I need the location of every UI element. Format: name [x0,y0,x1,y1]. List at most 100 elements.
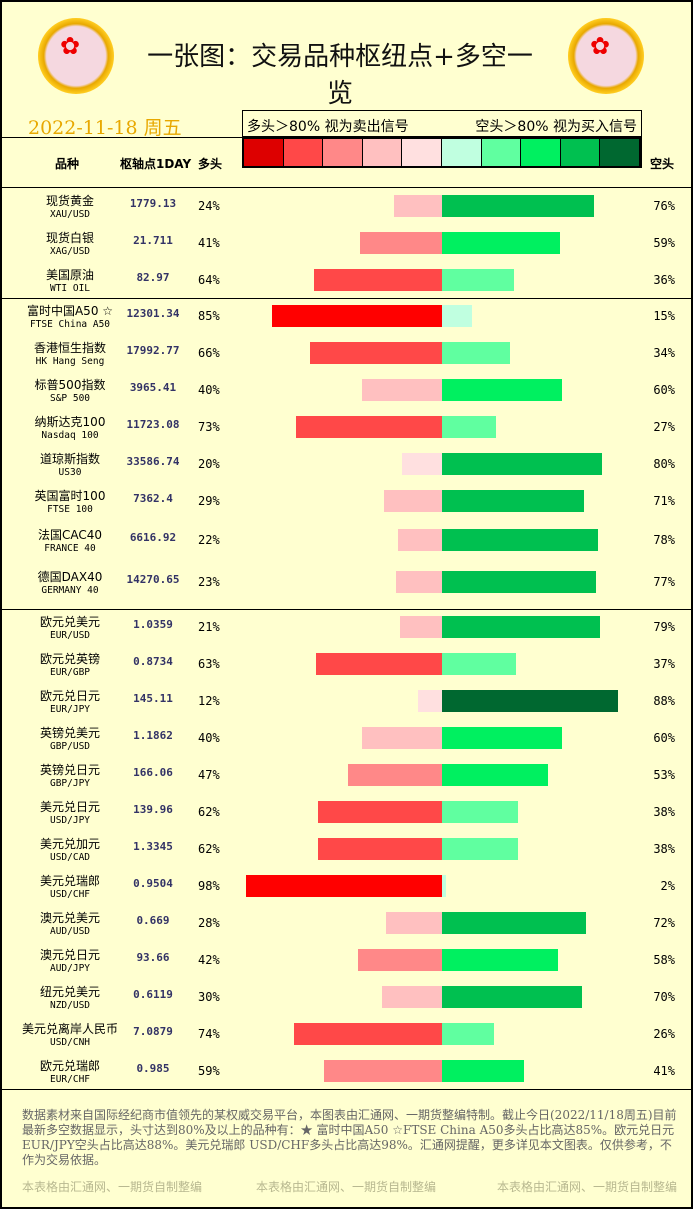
bull-percent: 59% [198,1064,220,1078]
bear-bar [442,838,518,860]
table-row: 美元兑日元 USD/JPY 139.96 62% 38% [0,794,693,831]
bear-bar [442,529,598,551]
header-name: 品种 [55,157,80,171]
table-row: 道琼斯指数 US30 33586.74 20% 80% [0,446,693,483]
bear-percent: 53% [653,768,675,782]
header-bull: 多头 [198,157,223,171]
pivot-value: 12301.34 [126,307,180,320]
bear-bar [442,764,548,786]
watermark: 本表格由汇通网、一期货自制整编 [256,1180,437,1194]
bull-bar [396,571,442,593]
instrument-en: GBP/JPY [49,778,91,789]
bull-percent: 74% [198,1027,220,1041]
bear-bar [442,379,562,401]
instrument-cn: 纽元兑美元 [39,985,100,999]
table-row: 现货黄金 XAU/USD 1779.13 24% 76% [0,188,693,225]
pivot-value: 7.0879 [133,1025,173,1038]
instrument-en: USD/CAD [49,852,91,863]
bull-percent: 98% [198,879,220,893]
bull-percent: 28% [198,916,220,930]
bull-bar [348,764,442,786]
pivot-value: 0.669 [136,914,170,927]
instrument-en: GERMANY 40 [41,585,99,596]
instrument-cn: 富时中国A50 ☆ [26,304,114,318]
pivot-value: 1779.13 [129,197,177,210]
instrument-cn: 欧元兑英镑 [39,652,100,666]
instrument-cn: 美元兑日元 [39,800,100,814]
scale-swatch [323,139,363,166]
instrument-cn: 欧元兑瑞郎 [39,1059,100,1073]
instrument-name: 澳元兑美元 AUD/USD [20,911,120,939]
divider [0,187,693,188]
bull-percent: 63% [198,657,220,671]
header-bear: 空头 [650,157,675,171]
bear-percent: 79% [653,620,675,634]
bull-bar [314,269,442,291]
bear-percent: 37% [653,657,675,671]
instrument-name: 现货黄金 XAU/USD [20,194,120,222]
bear-bar [442,1060,524,1082]
instrument-cn: 纳斯达克100 [34,415,106,429]
instrument-cn: 英镑兑日元 [39,763,100,777]
instrument-name: 美元兑加元 USD/CAD [20,837,120,865]
table-row: 法国CAC40 FRANCE 40 6616.92 22% 78% [0,520,693,562]
scale-swatch [560,139,601,166]
instrument-name: 现货白银 XAG/USD [20,231,120,259]
table-row: 美元兑瑞郎 USD/CHF 0.9504 98% 2% [0,868,693,905]
bear-percent: 71% [653,494,675,508]
bull-percent: 47% [198,768,220,782]
bull-bar [384,490,442,512]
instrument-en: EUR/CHF [49,1074,91,1085]
bull-percent: 85% [198,309,220,323]
bull-bar [362,727,442,749]
pivot-value: 1.0359 [133,618,173,631]
instrument-cn: 法国CAC40 [37,528,103,542]
bear-percent: 70% [653,990,675,1004]
bear-percent: 72% [653,916,675,930]
bull-bar [294,1023,442,1045]
bull-percent: 64% [198,273,220,287]
bull-bar [360,232,442,254]
bull-bar [394,195,442,217]
pivot-value: 93.66 [136,951,170,964]
legend-bull-note: 多头＞80% 视为卖出信号 [247,119,409,135]
table-row: 美元兑离岸人民币 USD/CNH 7.0879 74% 26% [0,1016,693,1053]
instrument-en: US30 [58,467,82,478]
instrument-name: 美国原油 WTI OIL [20,268,120,296]
bear-bar [442,653,516,675]
instrument-name: 法国CAC40 FRANCE 40 [20,528,120,556]
color-scale [242,137,642,168]
instrument-en: FTSE China A50 [29,319,111,330]
instrument-name: 香港恒生指数 HK Hang Seng [20,341,120,369]
scale-swatch [521,139,561,166]
instrument-en: HK Hang Seng [35,356,105,367]
pivot-value: 82.97 [136,271,170,284]
bull-percent: 24% [198,199,220,213]
pivot-value: 21.711 [133,234,173,247]
table-row: 美国原油 WTI OIL 82.97 64% 36% [0,262,693,299]
bear-percent: 2% [660,879,675,893]
instrument-cn: 欧元兑美元 [39,615,100,629]
instrument-name: 欧元兑美元 EUR/USD [20,615,120,643]
divider [0,609,693,610]
bear-percent: 60% [653,383,675,397]
bull-percent: 41% [198,236,220,250]
header-pivot: 枢轴点1DAY [120,157,192,171]
bull-bar [418,690,442,712]
bear-percent: 78% [653,533,675,547]
instrument-en: USD/CHF [49,889,91,900]
table-row: 德国DAX40 GERMANY 40 14270.65 23% 77% [0,562,693,604]
page-title: 一张图：交易品种枢纽点+多空一览 [147,42,533,109]
instrument-name: 德国DAX40 GERMANY 40 [20,570,120,598]
bear-bar [442,616,600,638]
bull-percent: 40% [198,383,220,397]
pivot-value: 166.06 [133,766,173,779]
instrument-en: S&P 500 [49,393,91,404]
instrument-en: USD/CNH [49,1037,91,1048]
pivot-value: 0.6119 [133,988,173,1001]
bear-bar [442,453,602,475]
bear-percent: 77% [653,575,675,589]
date: 2022-11-18 周五 [28,117,182,139]
bear-bar [442,949,558,971]
bull-bar [316,653,442,675]
